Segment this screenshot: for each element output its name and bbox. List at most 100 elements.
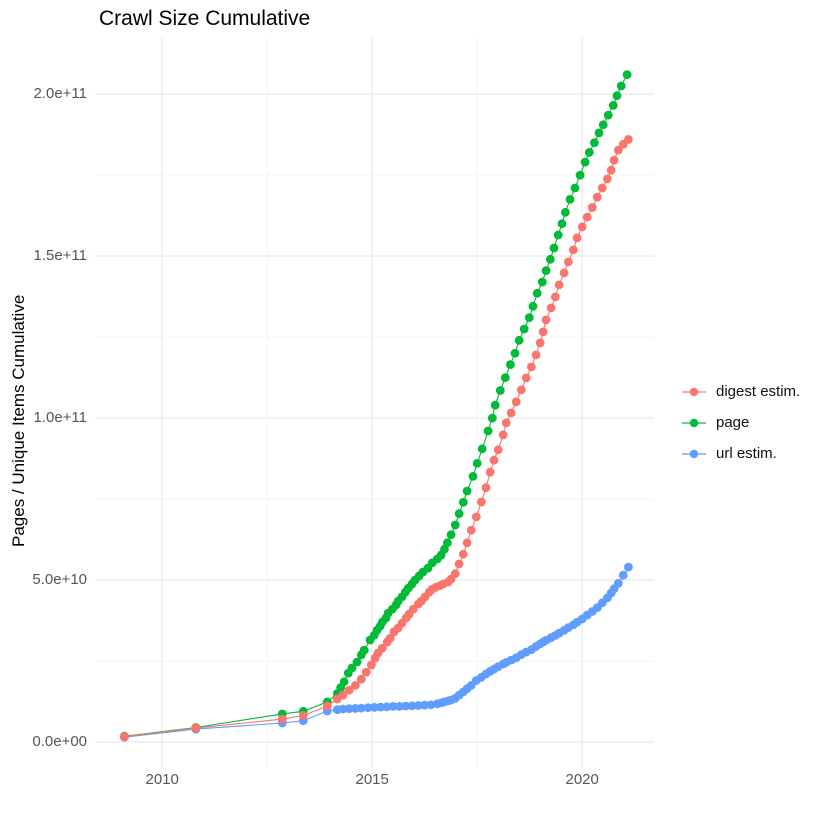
series-point-page [603,110,613,120]
series-point-digest-estim [344,685,354,695]
series-point-digest-estim [501,418,511,428]
x-tick-label: 2015 [355,771,389,788]
series-point-page [500,373,510,382]
series-point-digest-estim [613,145,623,155]
series-point-page [443,538,452,548]
legend-key-point [689,418,699,427]
series-point-page [608,101,618,110]
legend-key-icon [682,387,706,396]
series-point-page [545,254,555,264]
series-point-digest-estim [506,408,516,418]
series-point-url-estim [363,703,373,713]
legend-item-url-estim: url estim. [681,438,800,469]
series-point-digest-estim [559,268,569,278]
series-point-page [549,243,559,253]
series-point-page [570,183,580,193]
series-point-digest-estim [450,569,460,578]
series-point-digest-estim [277,714,287,724]
series-point-digest-estim [554,280,564,290]
series-point-digest-estim [592,192,602,202]
y-tick-label: 5.0e+10 [32,571,87,589]
y-tick-label: 0.0e+00 [32,733,87,751]
legend-key-point [689,449,699,458]
series-point-url-estim [382,702,392,712]
legend-key-point [689,387,699,396]
legend-item-page: page [681,407,800,438]
x-tick-label: 2010 [145,771,179,788]
series-point-page [483,426,493,436]
series-point-digest-estim [367,660,376,670]
series-point-url-estim [356,703,366,713]
series-point-digest-estim [597,183,607,193]
series-point-digest-estim [569,245,578,255]
y-tick-label: 2.0e+11 [33,85,87,103]
series-point-digest-estim [322,701,332,711]
series-point-page [446,530,456,540]
series-point-page [553,230,563,240]
series-point-url-estim [414,701,423,710]
series-point-page [524,313,534,322]
series-point-page [537,277,547,287]
series-point-digest-estim [454,559,464,569]
series-point-digest-estim [582,212,592,222]
series-point-page [622,70,632,79]
series-point-page [339,677,349,687]
series-point-digest-estim [538,327,548,337]
y-tick-label: 1.5e+11 [33,247,87,265]
series-point-page [590,138,599,148]
series-point-digest-estim [338,690,348,700]
series-point-url-estim [624,562,633,572]
series-line-digest-estim [124,139,629,738]
legend-label: page [716,414,750,431]
series-point-page [584,148,594,157]
series-point-page [454,509,464,519]
series-point-page [575,170,585,180]
series-point-digest-estim [606,165,616,175]
series-point-url-estim [388,702,398,711]
series-point-page [495,386,505,395]
series-point-page [541,266,551,275]
series-point-url-estim [407,701,417,711]
series-point-url-estim [395,702,404,711]
series-point-page [487,413,497,423]
series-point-page [598,120,608,130]
legend-item-digest-estim: digest estim. [681,376,800,407]
x-tick-label: 2020 [565,771,599,788]
series-point-digest-estim [563,257,573,267]
series-point-page [458,497,468,507]
series-point-url-estim [613,578,623,588]
series-point-page [352,657,362,667]
series-point-page [532,288,542,298]
series-point-digest-estim [546,303,556,313]
series-point-page [450,520,460,530]
series-point-digest-estim [120,732,129,741]
series-line-page [124,74,628,737]
series-point-digest-estim [477,497,486,507]
legend-label: digest estim. [716,383,801,400]
series-point-digest-estim [489,455,499,465]
series-point-page [519,324,529,334]
series-point-page [490,400,500,410]
legend: digest estim. page url estim. [681,376,800,469]
series-point-digest-estim [587,203,597,212]
series-point-page [477,444,487,454]
series-point-url-estim [369,703,379,712]
series-point-digest-estim [531,350,541,360]
legend-label: url estim. [716,445,777,462]
series-point-digest-estim [481,483,491,493]
series-point-digest-estim [471,512,481,522]
series-point-url-estim [420,700,430,710]
series-point-page [514,335,524,345]
series-point-page [472,459,482,468]
series-point-page [528,301,538,311]
series-point-url-estim [376,702,385,712]
series-point-digest-estim [498,430,508,440]
series-point-digest-estim [603,174,612,184]
series-point-digest-estim [466,525,476,535]
series-point-digest-estim [577,222,587,232]
series-point-page [510,348,520,358]
series-point-url-estim [338,704,348,714]
series-point-digest-estim [458,549,468,559]
series-point-digest-estim [535,338,545,348]
